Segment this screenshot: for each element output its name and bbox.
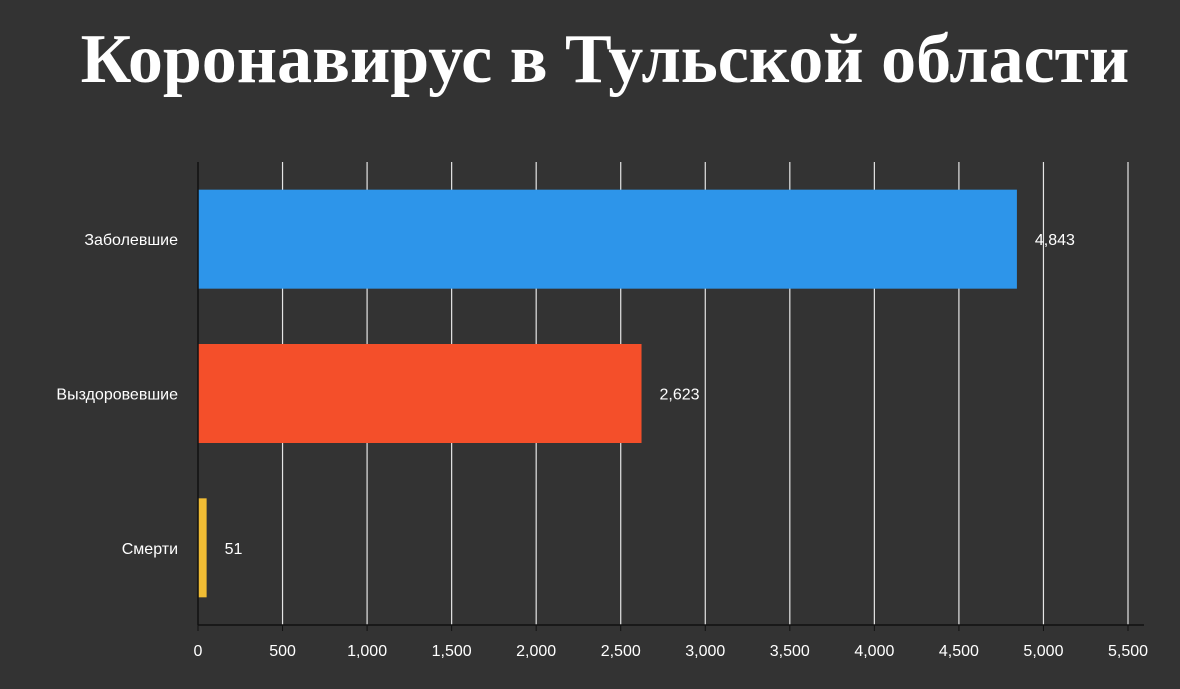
x-tick-label: 5,000 — [1023, 643, 1063, 660]
x-tick-label: 2,000 — [516, 643, 556, 660]
labels: 0 500 1,000 1,500 2,000 2,500 3,000 3,500 4,000 4… — [56, 232, 1148, 660]
category-label: Заболевшие — [84, 232, 178, 249]
chart-title: Коронавирус в Тульской области — [80, 21, 1130, 98]
bar — [198, 189, 1017, 289]
x-tick-label: 500 — [269, 643, 296, 660]
x-tick-label: 4,500 — [939, 643, 979, 660]
x-tick-label: 5,500 — [1108, 643, 1148, 660]
x-tick-label: 4,000 — [854, 643, 894, 660]
bar — [198, 344, 642, 443]
x-tick-label: 1,500 — [432, 643, 472, 660]
x-tick-label: 3,500 — [770, 643, 810, 660]
bars — [198, 189, 1017, 598]
x-tick-label: 0 — [194, 643, 203, 660]
category-label: Выздоровевшие — [56, 387, 178, 404]
category-label: Смерти — [122, 541, 178, 558]
data-label: 4,843 — [1035, 232, 1075, 249]
x-tick-label: 2,500 — [601, 643, 641, 660]
bar — [198, 498, 207, 598]
data-label: 51 — [225, 541, 243, 558]
x-tick-label: 3,000 — [685, 643, 725, 660]
data-label: 2,623 — [660, 387, 700, 404]
x-tick-label: 1,000 — [347, 643, 387, 660]
axes — [197, 162, 1144, 631]
